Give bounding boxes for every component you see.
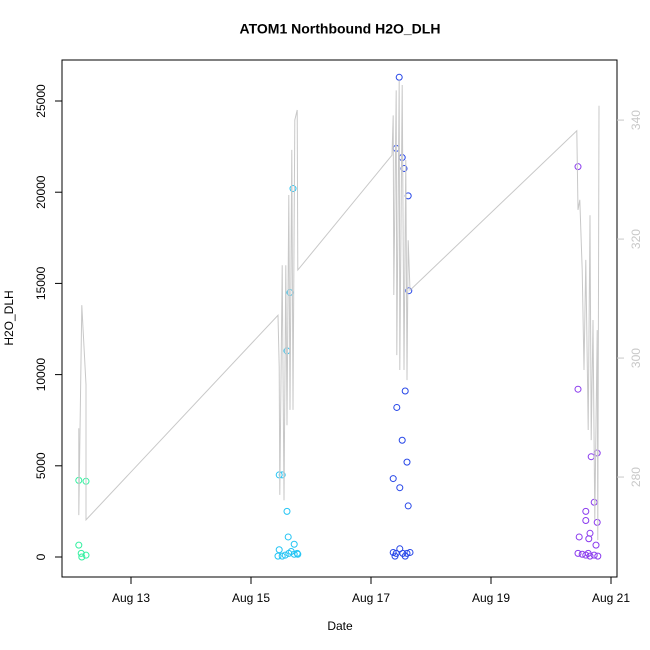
point: [582, 517, 590, 525]
point: [391, 552, 399, 560]
point: [283, 507, 291, 515]
point: [401, 552, 409, 560]
x-tick-label: Aug 19: [472, 591, 510, 605]
point: [389, 548, 397, 556]
plot-frame: [61, 59, 618, 578]
point: [585, 535, 593, 543]
x-tick-label: Aug 13: [112, 591, 150, 605]
y-axis-label: H2O_DLH: [2, 290, 16, 345]
point: [405, 287, 413, 295]
point: [395, 73, 403, 81]
point: [574, 163, 582, 171]
point: [281, 551, 289, 559]
point: [404, 502, 412, 510]
point: [403, 458, 411, 466]
point: [590, 551, 598, 559]
point: [290, 540, 298, 548]
y2-tick-label: 340: [629, 110, 643, 130]
point: [593, 518, 601, 526]
point: [396, 484, 404, 492]
point: [78, 553, 86, 561]
point: [574, 549, 582, 557]
y-tick-label: 5000: [34, 452, 48, 479]
point: [286, 289, 294, 297]
point: [575, 533, 583, 541]
point: [289, 185, 297, 193]
point: [278, 471, 286, 479]
x-tick-label: Aug 15: [232, 591, 270, 605]
point: [274, 552, 282, 560]
point: [275, 546, 283, 554]
point: [582, 507, 590, 515]
y-tick-label: 20000: [34, 175, 48, 209]
x-axis-label: Date: [327, 619, 353, 633]
y-tick-label: 15000: [34, 266, 48, 300]
point: [82, 551, 90, 559]
y-tick-label: 25000: [34, 84, 48, 118]
point: [290, 550, 298, 558]
point: [574, 385, 582, 393]
y-tick-label: 10000: [34, 358, 48, 392]
point: [393, 403, 401, 411]
point: [401, 387, 409, 395]
point: [389, 475, 397, 483]
point: [594, 552, 602, 560]
point: [77, 549, 85, 557]
point: [75, 541, 83, 549]
y2-tick-label: 280: [629, 467, 643, 487]
point: [406, 548, 414, 556]
chart-title: ATOM1 Northbound H2O_DLH: [240, 21, 441, 37]
y-tick-label: 0: [34, 553, 48, 560]
y2-tick-label: 320: [629, 229, 643, 249]
y2-tick-label: 300: [629, 348, 643, 368]
point: [398, 436, 406, 444]
x-tick-label: Aug 17: [352, 591, 390, 605]
point: [584, 549, 592, 557]
point: [284, 533, 292, 541]
line: [78, 80, 600, 541]
point: [278, 552, 286, 560]
point: [294, 550, 302, 558]
x-tick-label: Aug 21: [592, 591, 630, 605]
point: [587, 453, 595, 461]
point: [592, 541, 600, 549]
